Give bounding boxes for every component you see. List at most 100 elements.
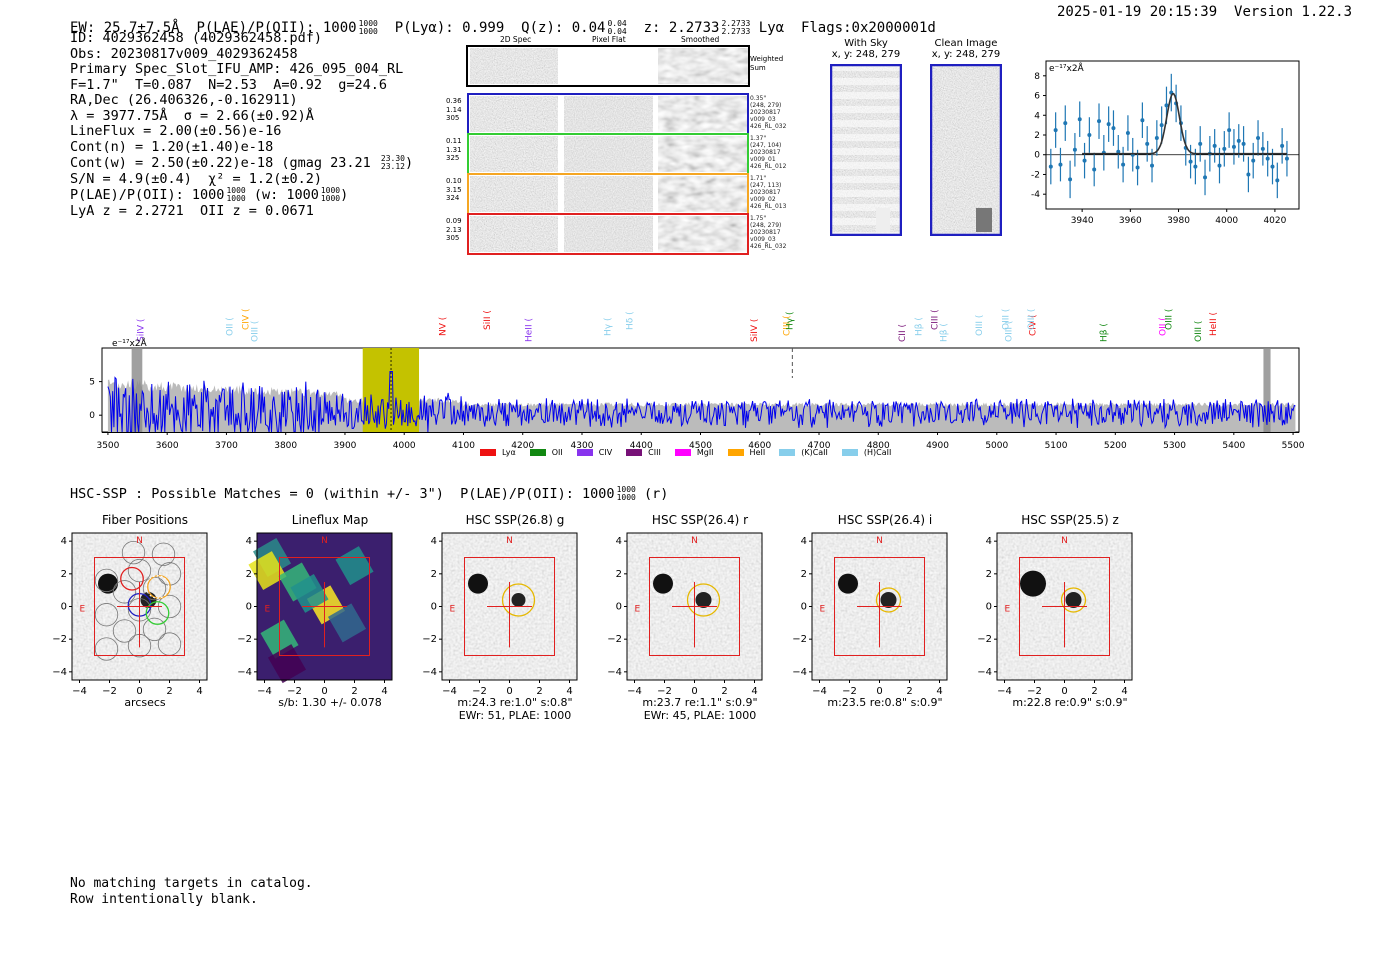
- xtick-label: −4: [812, 686, 827, 697]
- ytick-label: −2: [792, 634, 807, 645]
- xtick-label: 0: [321, 686, 327, 697]
- xtick-label: 3600: [156, 441, 179, 451]
- data-point: [1198, 141, 1203, 146]
- hsc-panel-title-2: HSC SSP(26.8) g: [465, 513, 565, 527]
- neighbor-ellipse: [650, 571, 676, 597]
- data-point: [1222, 146, 1227, 151]
- xtick-label: −4: [257, 686, 272, 697]
- xtick-label: 0: [691, 686, 697, 697]
- hsc-panel-5: N E −4 −4 −2 −2 0 0 2 2 4 4: [977, 532, 1133, 697]
- cutout-smooth-0: [658, 96, 748, 132]
- data-point: [1193, 164, 1198, 169]
- legend-swatch: [841, 449, 858, 456]
- line-label: OII (: [1159, 317, 1169, 336]
- cutout-smooth-2: [658, 176, 748, 212]
- neighbor-ellipse: [1016, 567, 1050, 601]
- flux-line: [107, 371, 1296, 434]
- spectrum-chart: SiIV (OII (CIV (OIII (NV (SiII (HeII (Hγ…: [89, 309, 1305, 451]
- line-label: OIII (: [250, 321, 260, 342]
- ytick-label: 0: [986, 602, 992, 613]
- ytick-label: 2: [801, 569, 807, 580]
- data-point: [1140, 118, 1145, 123]
- fiber-circle: [121, 540, 146, 565]
- legend-swatch: [626, 449, 643, 456]
- line-fit-axes: [1045, 60, 1300, 210]
- xtick-label: 3900: [334, 441, 357, 451]
- data-point: [1145, 141, 1150, 146]
- data-point: [1135, 165, 1140, 170]
- xtick-label: 4: [381, 686, 387, 697]
- data-point: [1082, 158, 1087, 163]
- cutout-weights-0: 0.36 1.14 305: [446, 97, 462, 122]
- fiber-circle: [94, 637, 119, 661]
- neighbor-source: [653, 573, 673, 594]
- north-label: N: [321, 536, 328, 546]
- neighbor-source: [838, 573, 858, 594]
- east-label: E: [820, 604, 826, 614]
- info-id: ID: 4029362458 (4029362458.pdf): [70, 30, 322, 46]
- ytick-label: 0: [61, 602, 67, 613]
- neighbor-ellipse: [465, 571, 491, 597]
- ytick-label: −2: [977, 634, 992, 645]
- xtick-label: 4300: [571, 441, 594, 451]
- lineflux-blob: [248, 551, 287, 591]
- header-timestamp: 2025-01-19 20:15:39 Version 1.22.3: [1057, 4, 1353, 20]
- info-primary: Primary Spec_Slot_IFU_AMP: 426_095_004_R…: [70, 61, 404, 77]
- aperture-circle: [145, 575, 170, 599]
- east-label: E: [1005, 604, 1011, 614]
- line-label: Hβ (: [939, 323, 949, 342]
- footer-line2: Row intentionally blank.: [70, 891, 258, 907]
- header-qz: Q(z): 0.04: [521, 20, 606, 36]
- ytick-label: 0: [246, 602, 252, 613]
- ytick-label: 6: [1034, 92, 1040, 102]
- cutout-flat-0: [564, 96, 653, 132]
- info-contn: Cont(n) = 1.20(±1.40)e-18: [70, 138, 274, 155]
- line-label: CII (: [898, 324, 908, 342]
- weighted-sum-label: Weighted Sum: [750, 55, 784, 72]
- north-label: N: [506, 536, 513, 546]
- line-label: Hβ (: [1099, 323, 1109, 342]
- north-label: N: [876, 536, 883, 546]
- legend-swatch: [779, 449, 796, 456]
- line-label: OIII (: [1005, 321, 1015, 342]
- xtick-label: 4100: [452, 441, 475, 451]
- fiber-circle-selected: [120, 566, 144, 591]
- search-box: [94, 557, 185, 656]
- cutout-ids-0: 0.35" (248, 279) 20230817 v009_03 426_RL_032: [750, 95, 787, 130]
- lineflux-blob: [290, 573, 329, 613]
- legend-label: CIV: [598, 448, 613, 457]
- cutout-2d-3: [470, 216, 558, 252]
- masked-region: [131, 348, 143, 432]
- xtick-label: −4: [72, 686, 87, 697]
- data-point: [1106, 122, 1111, 127]
- data-point: [1212, 143, 1217, 148]
- header-z: z: 2.2733: [643, 20, 720, 36]
- lineflux-blob: [335, 546, 374, 586]
- hsc-panel-caption-2: m:24.3 re:1.0" s:0.8" EWr: 51, PLAE: 1000: [457, 696, 573, 722]
- cutout-col-flat: Pixel Flat: [592, 35, 626, 44]
- legend-label: HeII: [749, 448, 766, 457]
- cutout-smooth-1: [658, 136, 748, 172]
- line-label: OIII (: [975, 315, 985, 336]
- ytick-label: 2: [986, 569, 992, 580]
- fiber-circle: [142, 617, 167, 642]
- xtick-label: 2: [906, 686, 912, 697]
- xtick-label: −2: [472, 686, 487, 697]
- header-flags: Flags:0x2000001d: [800, 20, 936, 36]
- spectrum-legend: Lyα OII CIV CIII MgII HeII (K)CaII (H)CaII: [480, 448, 905, 460]
- data-point: [1203, 175, 1208, 180]
- ytick-label: −4: [792, 667, 807, 678]
- xtick-label: 5400: [1222, 441, 1245, 451]
- hsc-panel-title-4: HSC SSP(26.4) i: [837, 513, 933, 527]
- cutout-ids-3: 1.75" (248, 279) 20230817 v009_03 426_RL_032: [750, 215, 787, 250]
- fiber-circle: [127, 558, 152, 583]
- line-label: OIII (: [1165, 309, 1175, 330]
- line-label: HeII (: [525, 318, 535, 342]
- data-point: [1150, 163, 1155, 168]
- cutout-weights-1: 0.11 1.31 325: [446, 137, 462, 162]
- xtick-label: 0: [876, 686, 882, 697]
- cutout-weights-3: 0.09 2.13 305: [446, 217, 462, 242]
- legend-item: OII: [529, 448, 563, 457]
- fiber-circle-selected: [145, 601, 170, 625]
- data-point: [1154, 135, 1159, 140]
